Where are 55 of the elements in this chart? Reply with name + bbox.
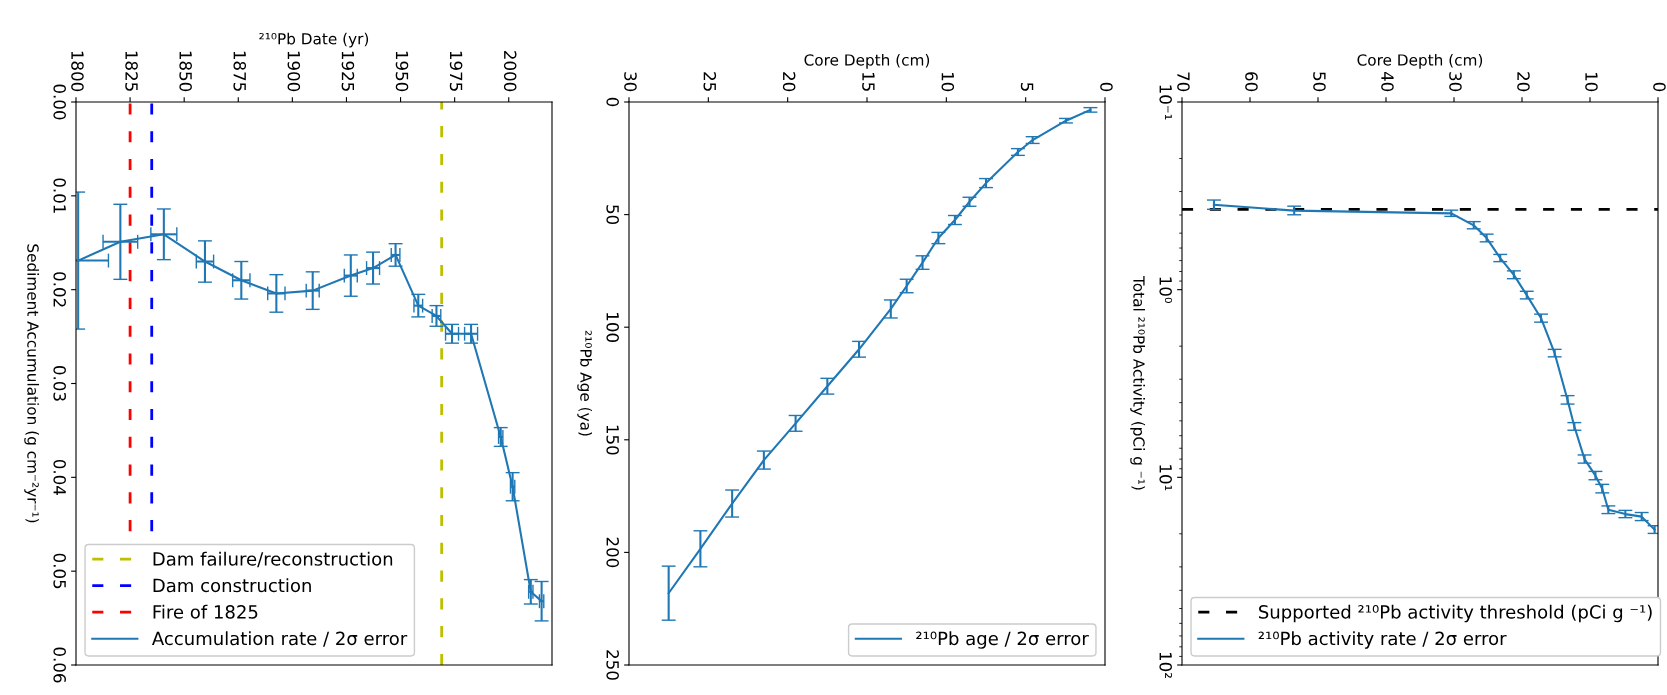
x-tick-label: 25 (703, 72, 717, 91)
y-axis-title: Total ²¹⁰Pb Activity (pCi g ⁻¹) (1130, 276, 1146, 490)
x-tick-label: 10 (1585, 72, 1598, 92)
legend-label: ²¹⁰Pb activity rate / 2σ error (1258, 631, 1507, 649)
y-tick-label: 0.01 (53, 178, 66, 213)
legend-label: Supported ²¹⁰Pb activity threshold (pCi g ⁻¹) (1259, 604, 1652, 623)
x-tick-label: 2000 (503, 51, 517, 92)
x-axis-title: Core Depth (cm) (804, 53, 930, 69)
y-tick-label: 10⁻¹ (1159, 85, 1172, 120)
x-tick-label: 50 (1313, 72, 1326, 92)
legend-label: Fire of 1825 (153, 604, 258, 619)
x-tick-label: 1900 (287, 51, 301, 92)
x-tick-label: 15 (862, 72, 875, 91)
y-tick-label: 10⁰ (1159, 277, 1172, 304)
y-tick-label: 0.06 (53, 647, 66, 683)
y-tick-label: 10¹ (1159, 465, 1172, 491)
x-tick-label: 40 (1381, 71, 1394, 92)
x-tick-label: 1925 (341, 51, 355, 91)
legend-label: Accumulation rate / 2σ error (151, 631, 408, 647)
x-tick-label: 60 (1245, 72, 1258, 92)
x-tick-label: 5 (1020, 82, 1034, 91)
x-tick-label: 70 (1177, 72, 1190, 92)
y-tick-label: 200 (606, 537, 619, 568)
y-axis-title: ²¹⁰Pb Age (ya) (577, 330, 593, 436)
y-tick-label: 0.02 (53, 272, 66, 307)
y-tick-label: 0.00 (53, 84, 66, 120)
y-tick-label: 10² (1159, 652, 1172, 678)
line-series (1212, 203, 1656, 531)
y-tick-label: 0.03 (53, 366, 66, 401)
y-tick-label: 0 (606, 97, 619, 107)
y-tick-label: 0.04 (53, 459, 66, 495)
y-tick-label: 0.05 (53, 553, 66, 589)
legend-label: Dam construction (153, 578, 311, 593)
x-tick-label: 0 (1100, 82, 1113, 92)
x-tick-label: 1975 (449, 51, 463, 91)
x-tick-label: 30 (1449, 72, 1462, 92)
x-tick-label: 1850 (179, 51, 192, 92)
y-tick-label: 50 (606, 205, 619, 225)
y-tick-label: 100 (606, 313, 619, 342)
legend-label: ²¹⁰Pb age / 2σ error (916, 631, 1089, 649)
x-tick-label: 1825 (125, 51, 138, 91)
x-tick-label: 1875 (233, 51, 247, 91)
x-tick-label: 1950 (395, 51, 409, 92)
ref-line-label: Dam failure/reconstruction (153, 551, 393, 568)
x-tick-label: 20 (782, 72, 796, 92)
x-tick-label: 30 (624, 72, 637, 92)
y-tick-label: 150 (606, 425, 619, 455)
x-axis-title: Core Depth (cm) (1357, 53, 1483, 69)
x-tick-label: 1800 (71, 51, 84, 92)
y-tick-label: 250 (606, 650, 619, 680)
x-tick-label: 0 (1653, 82, 1666, 92)
x-tick-label: 20 (1517, 72, 1530, 92)
y-axis-title: Sediment Accumulation (g cm⁻²yr⁻¹) (24, 244, 40, 523)
x-tick-label: 10 (941, 72, 955, 92)
x-axis-title: ²¹⁰Pb Date (yr) (259, 32, 369, 48)
